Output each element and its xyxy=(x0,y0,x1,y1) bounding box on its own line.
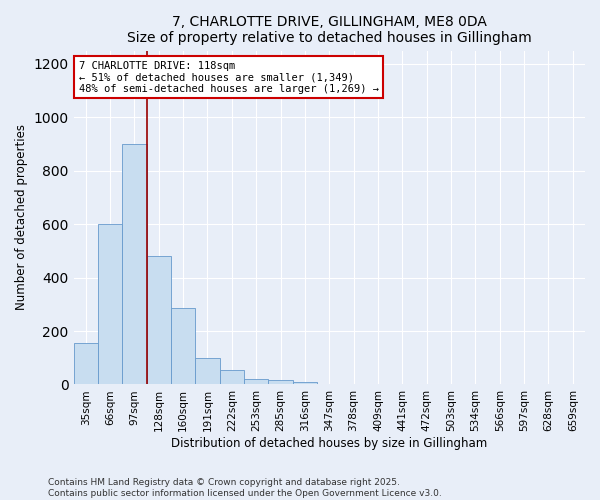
Title: 7, CHARLOTTE DRIVE, GILLINGHAM, ME8 0DA
Size of property relative to detached ho: 7, CHARLOTTE DRIVE, GILLINGHAM, ME8 0DA … xyxy=(127,15,532,45)
Bar xyxy=(268,380,293,384)
Bar xyxy=(74,343,98,384)
Bar xyxy=(220,370,244,384)
Bar xyxy=(146,256,171,384)
X-axis label: Distribution of detached houses by size in Gillingham: Distribution of detached houses by size … xyxy=(171,437,487,450)
Bar xyxy=(122,144,146,384)
Bar xyxy=(196,358,220,384)
Text: 7 CHARLOTTE DRIVE: 118sqm
← 51% of detached houses are smaller (1,349)
48% of se: 7 CHARLOTTE DRIVE: 118sqm ← 51% of detac… xyxy=(79,60,379,94)
Text: Contains HM Land Registry data © Crown copyright and database right 2025.
Contai: Contains HM Land Registry data © Crown c… xyxy=(48,478,442,498)
Y-axis label: Number of detached properties: Number of detached properties xyxy=(15,124,28,310)
Bar xyxy=(171,308,196,384)
Bar xyxy=(98,224,122,384)
Bar xyxy=(293,382,317,384)
Bar xyxy=(244,379,268,384)
